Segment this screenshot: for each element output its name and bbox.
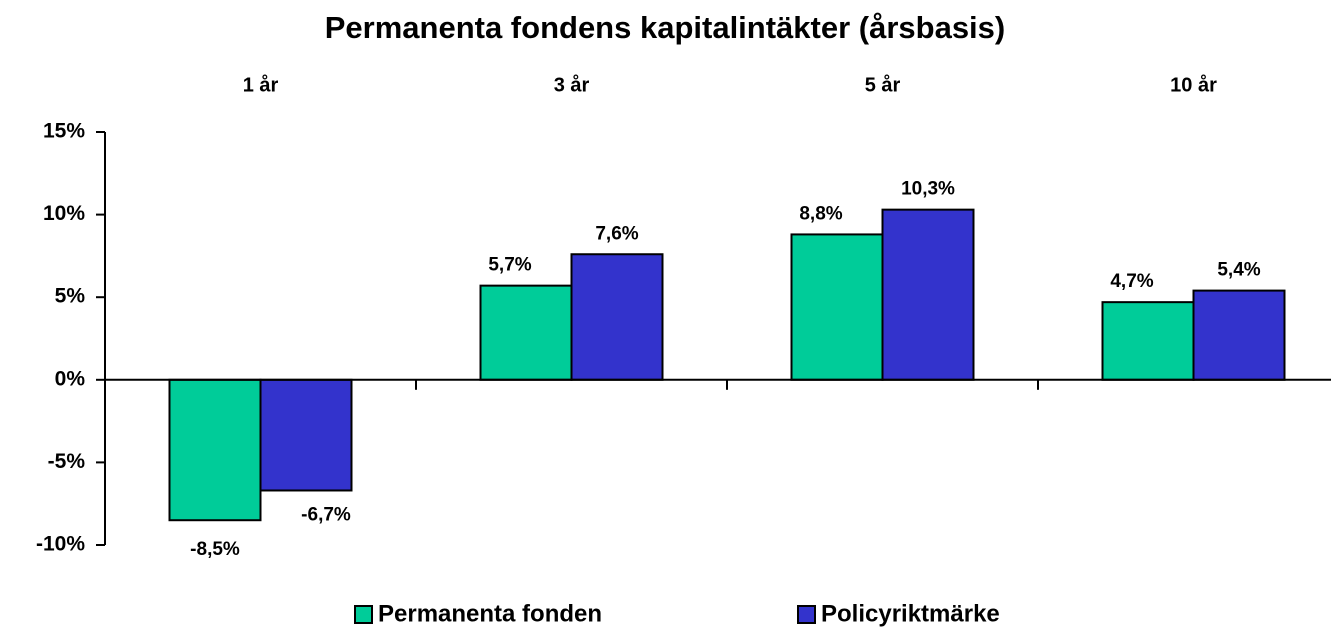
data-label: -6,7% (301, 504, 351, 525)
data-label: -8,5% (190, 539, 240, 560)
y-tick-label: 10% (43, 202, 85, 225)
category-label: 3 år (554, 73, 590, 96)
data-label: 4,7% (1110, 271, 1153, 292)
y-tick-label: 0% (55, 367, 86, 390)
y-tick-label: 15% (43, 120, 85, 143)
legend-swatch (797, 605, 816, 624)
data-label: 8,8% (799, 203, 842, 224)
legend-label: Permanenta fonden (378, 600, 602, 627)
bar (168, 378, 262, 522)
y-tick-label: 5% (55, 285, 86, 308)
category-label: 5 år (865, 73, 901, 96)
legend-label: Policyriktmärke (821, 600, 1000, 627)
bar (1101, 301, 1195, 381)
bar (570, 253, 664, 381)
category-label: 10 år (1170, 73, 1217, 96)
category-label: 1 år (243, 73, 279, 96)
y-tick-label: -10% (36, 533, 85, 556)
data-label: 7,6% (595, 223, 638, 244)
bar (881, 208, 975, 381)
data-label: 5,7% (488, 255, 531, 276)
y-tick-label: -5% (48, 450, 86, 473)
chart-title: Permanenta fondens kapitalintäkter (årsb… (325, 10, 1006, 45)
bar (479, 284, 573, 381)
data-label: 5,4% (1217, 260, 1260, 281)
bar (790, 233, 884, 381)
data-label: 10,3% (901, 179, 955, 200)
legend-swatch (354, 605, 373, 624)
bar (1192, 289, 1286, 381)
bar (259, 378, 353, 492)
